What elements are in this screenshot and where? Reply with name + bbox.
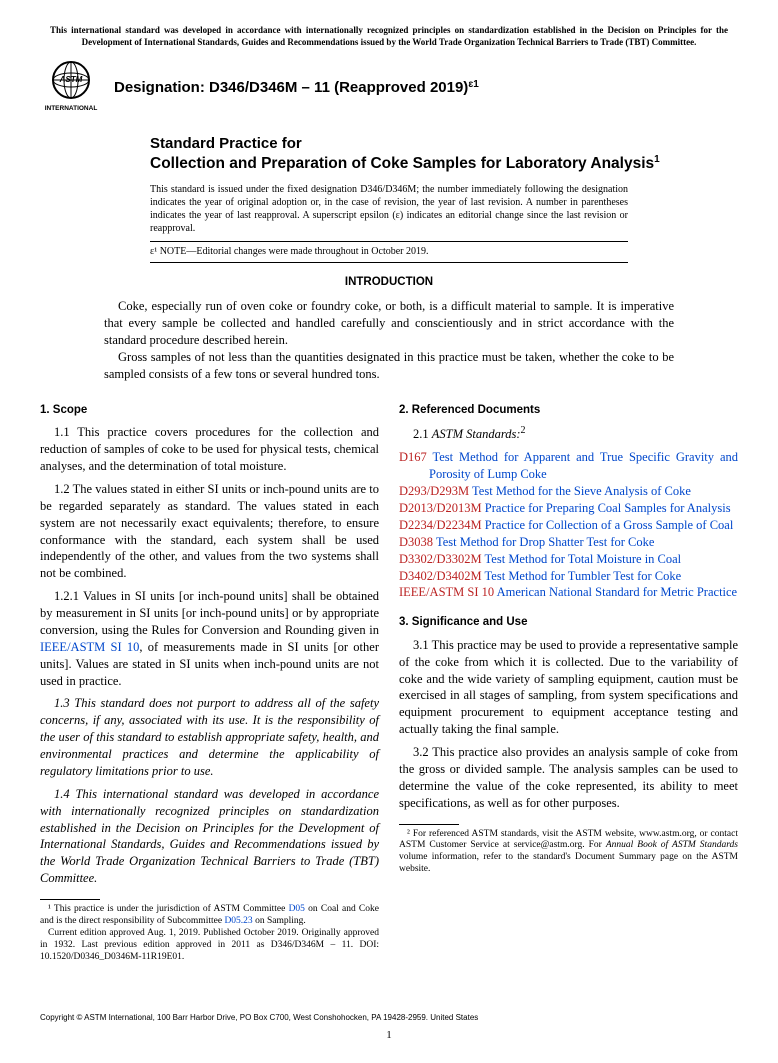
ref-title-link[interactable]: Test Method for Drop Shatter Test for Co…: [436, 535, 654, 549]
ref-title-link[interactable]: Practice for Collection of a Gross Sampl…: [485, 518, 734, 532]
body-columns: 1. Scope 1.1 This practice covers proced…: [40, 397, 738, 964]
issue-note: This standard is issued under the fixed …: [150, 183, 628, 235]
ref-code-link[interactable]: D293/D293M: [399, 484, 472, 498]
designation-row: ASTM INTERNATIONAL Designation: D346/D34…: [40, 58, 738, 117]
ref-title-link[interactable]: Practice for Preparing Coal Samples for …: [485, 501, 731, 515]
title-kicker: Standard Practice for: [150, 135, 708, 154]
ieee-si10-link[interactable]: IEEE/ASTM SI 10: [40, 640, 139, 654]
title-main: Collection and Preparation of Coke Sampl…: [150, 154, 708, 174]
ref-code-link[interactable]: D3302/D3302M: [399, 552, 485, 566]
svg-text:INTERNATIONAL: INTERNATIONAL: [45, 105, 98, 112]
committee-d05-link[interactable]: D05: [289, 904, 305, 914]
footnote-rule-right: [399, 824, 459, 825]
ref-item: D3038 Test Method for Drop Shatter Test …: [399, 534, 738, 551]
ref-title-link[interactable]: Test Method for the Sieve Analysis of Co…: [472, 484, 691, 498]
refs-list: D167 Test Method for Apparent and True S…: [399, 449, 738, 601]
footnote-1-line2: Current edition approved Aug. 1, 2019. P…: [40, 928, 379, 964]
title-text: Collection and Preparation of Coke Sampl…: [150, 155, 654, 172]
ref-item: D2234/D2234M Practice for Collection of …: [399, 517, 738, 534]
epsilon-note: ɛ¹ NOTE—Editorial changes were made thro…: [150, 241, 628, 263]
scope-1-2-1-a: 1.2.1 Values in SI units [or inch-pound …: [40, 589, 379, 637]
ref-title-link[interactable]: Test Method for Total Moisture in Coal: [485, 552, 682, 566]
scope-1-2: 1.2 The values stated in either SI units…: [40, 481, 379, 582]
introduction-heading: INTRODUCTION: [40, 275, 738, 291]
committee-header-note: This international standard was develope…: [40, 24, 738, 48]
refs-subheading: 2.1 ASTM Standards:2: [399, 424, 738, 443]
ref-code-link[interactable]: D3402/D3402M: [399, 569, 485, 583]
footnote-rule-left: [40, 899, 100, 900]
ref-item: D3402/D3402M Test Method for Tumbler Tes…: [399, 568, 738, 585]
left-column: 1. Scope 1.1 This practice covers proced…: [40, 397, 379, 964]
sig-3-2: 3.2 This practice also provides an analy…: [399, 744, 738, 812]
ref-title-link[interactable]: Test Method for Apparent and True Specif…: [429, 450, 738, 481]
right-column: 2. Referenced Documents 2.1 ASTM Standar…: [399, 397, 738, 964]
scope-1-3: 1.3 This standard does not purport to ad…: [40, 695, 379, 779]
ref-code-link[interactable]: D2013/D2013M: [399, 501, 485, 515]
subcommittee-d0523-link[interactable]: D05.23: [224, 916, 252, 926]
scope-1-2-1: 1.2.1 Values in SI units [or inch-pound …: [40, 588, 379, 689]
astm-logo: ASTM INTERNATIONAL: [40, 58, 102, 117]
sig-3-1: 3.1 This practice may be used to provide…: [399, 637, 738, 738]
footnote-1-line1: ¹ This practice is under the jurisdictio…: [40, 904, 379, 928]
ref-title-link[interactable]: American National Standard for Metric Pr…: [497, 585, 738, 599]
ref-item: D167 Test Method for Apparent and True S…: [399, 449, 738, 483]
title-footnote-ref: 1: [654, 154, 660, 165]
scope-heading: 1. Scope: [40, 403, 379, 419]
title-block: Standard Practice for Collection and Pre…: [150, 135, 738, 173]
footnote-2: ² For referenced ASTM standards, visit t…: [399, 829, 738, 877]
svg-text:ASTM: ASTM: [59, 75, 83, 84]
intro-para-1: Coke, especially run of oven coke or fou…: [104, 298, 674, 349]
ref-item: IEEE/ASTM SI 10 American National Standa…: [399, 584, 738, 601]
scope-1-1: 1.1 This practice covers procedures for …: [40, 424, 379, 475]
intro-para-2: Gross samples of not less than the quant…: [104, 349, 674, 383]
designation-text: Designation: D346/D346M – 11 (Reapproved…: [114, 78, 479, 98]
designation-label: Designation: D346/D346M – 11 (Reapproved…: [114, 79, 468, 96]
epsilon-superscript: ɛ1: [468, 79, 479, 90]
introduction-body: Coke, especially run of oven coke or fou…: [104, 298, 674, 382]
ref-item: D3302/D3302M Test Method for Total Moist…: [399, 551, 738, 568]
significance-heading: 3. Significance and Use: [399, 615, 738, 631]
refs-heading: 2. Referenced Documents: [399, 403, 738, 419]
ref-code-link[interactable]: IEEE/ASTM SI 10: [399, 585, 497, 599]
ref-code-link[interactable]: D3038: [399, 535, 436, 549]
ref-code-link[interactable]: D2234/D2234M: [399, 518, 485, 532]
copyright-line: Copyright © ASTM International, 100 Barr…: [40, 1013, 738, 1024]
ref-item: D293/D293M Test Method for the Sieve Ana…: [399, 483, 738, 500]
ref-item: D2013/D2013M Practice for Preparing Coal…: [399, 500, 738, 517]
scope-1-4: 1.4 This international standard was deve…: [40, 786, 379, 887]
ref-code-link[interactable]: D167: [399, 450, 432, 464]
ref-title-link[interactable]: Test Method for Tumbler Test for Coke: [485, 569, 682, 583]
